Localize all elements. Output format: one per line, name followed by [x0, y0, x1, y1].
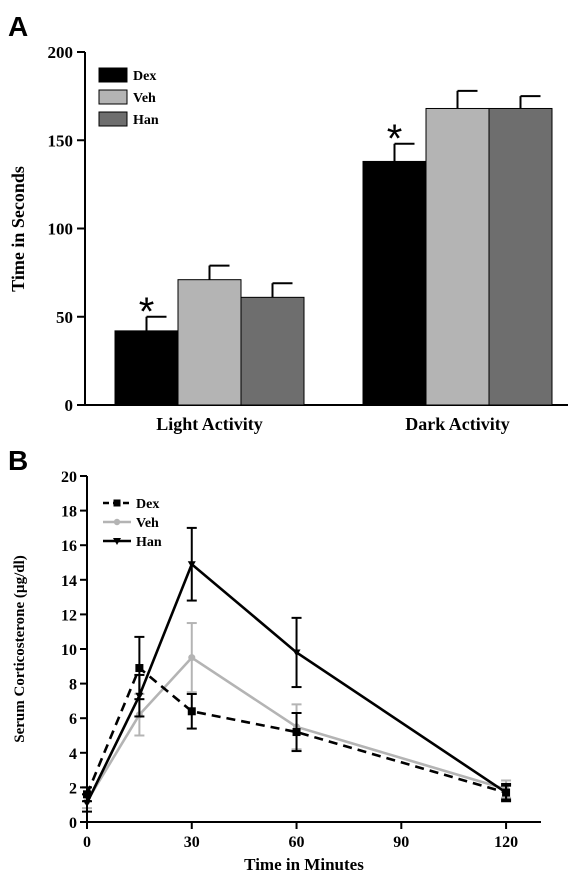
legend-marker-veh	[113, 518, 121, 526]
y-tick-label: 12	[61, 607, 77, 624]
y-tick-label: 14	[61, 573, 77, 590]
bar-veh-dark-activity	[425, 107, 490, 406]
legend-swatch-veh	[98, 89, 128, 105]
data-point-han	[292, 649, 301, 657]
y-tick-label: 18	[61, 504, 77, 521]
y-tick-label: 50	[56, 308, 73, 327]
y-tick-label: 10	[61, 642, 77, 659]
data-point-han	[187, 561, 196, 569]
panel-b-y-ticks: 0 2 4 6 8 10 12 14 16 18 20	[61, 469, 87, 832]
bar-dex-dark-activity	[362, 160, 427, 406]
panel-a-y-ticks: 0 50 100 150 200	[48, 43, 85, 415]
x-tick-label: 30	[184, 834, 200, 851]
y-tick-label: 4	[69, 746, 77, 763]
y-tick-label: 20	[61, 469, 77, 486]
y-tick-label: 0	[69, 815, 77, 832]
panel-a-legend: Dex Veh Han	[98, 67, 159, 128]
data-point-han	[502, 789, 511, 797]
y-tick-label: 16	[61, 538, 77, 555]
series-han	[82, 526, 512, 813]
panel-label-b: B	[8, 445, 28, 476]
bar-han-dark-activity	[488, 107, 553, 406]
legend-marker-dex	[113, 499, 121, 507]
panel-b-plot: 0 2 4 6 8 10 12 14 16 18 20 0 30 60 90 120 Dex Veh Han	[61, 469, 541, 851]
y-tick-label: 2	[69, 780, 77, 797]
legend-label-veh: Veh	[133, 91, 156, 106]
x-tick-label: 0	[83, 834, 91, 851]
panel-b-legend: Dex Veh Han	[103, 497, 162, 550]
legend-label-han: Han	[136, 535, 162, 550]
y-tick-label: 6	[69, 711, 77, 728]
bar-veh-light-activity	[177, 279, 242, 406]
significance-asterisk: *	[387, 117, 403, 161]
panel-a-y-axis-title: Time in Seconds	[8, 166, 28, 292]
panel-b-x-axis-title: Time in Minutes	[244, 855, 364, 874]
y-tick-label: 200	[48, 43, 74, 62]
legend-label-han: Han	[133, 113, 159, 128]
panel-a-x-labels: Light Activity Dark Activity	[156, 414, 509, 434]
panel-a-bars: **	[114, 89, 553, 406]
legend-swatch-dex	[98, 67, 128, 83]
legend-label-veh: Veh	[136, 516, 159, 531]
legend-label-dex: Dex	[136, 497, 159, 512]
data-point-veh	[188, 654, 196, 662]
y-tick-label: 150	[48, 131, 74, 150]
data-point-dex	[135, 664, 144, 673]
data-point-dex	[292, 728, 301, 737]
series-line-dex	[85, 665, 507, 795]
panel-b-x-ticks: 0 30 60 90 120	[83, 822, 518, 851]
bar-han-light-activity	[240, 296, 305, 406]
x-category-label-dark-activity: Dark Activity	[405, 414, 509, 434]
y-tick-label: 0	[65, 396, 74, 415]
x-category-label-light-activity: Light Activity	[156, 414, 263, 434]
legend-label-dex: Dex	[133, 69, 156, 84]
data-point-han	[83, 799, 91, 807]
x-tick-label: 90	[393, 834, 409, 851]
significance-asterisk: *	[139, 290, 155, 334]
x-tick-label: 60	[289, 834, 305, 851]
data-point-dex	[187, 707, 196, 716]
data-point-han	[135, 692, 144, 700]
panel-b-y-axis-title: Serum Corticosterone (µg/dl)	[12, 555, 28, 743]
panel-b-series	[82, 526, 512, 813]
y-tick-label: 8	[69, 677, 77, 694]
bar-dex-light-activity	[114, 330, 179, 406]
y-tick-label: 100	[48, 220, 74, 239]
legend-swatch-han	[98, 111, 128, 127]
panel-label-a: A	[8, 11, 28, 42]
x-tick-label: 120	[494, 834, 518, 851]
legend-marker-han	[113, 538, 121, 545]
